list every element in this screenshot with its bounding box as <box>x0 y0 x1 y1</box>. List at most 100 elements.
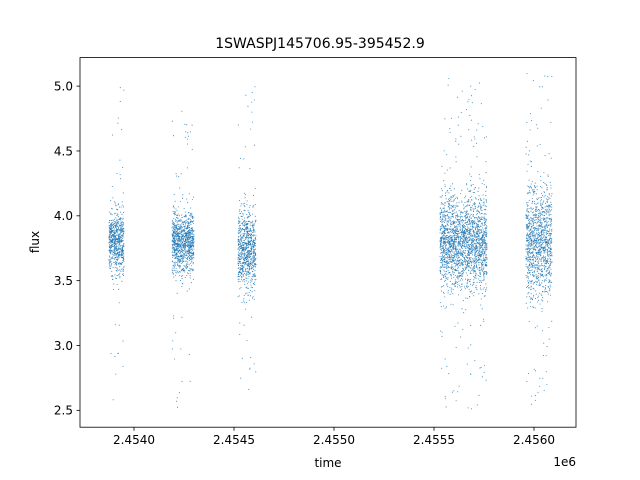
data-point <box>252 220 254 222</box>
data-point <box>468 257 470 259</box>
data-point <box>246 258 249 260</box>
data-point <box>462 224 464 226</box>
data-point <box>173 243 175 245</box>
data-point <box>541 294 543 297</box>
data-point <box>467 101 469 103</box>
data-point <box>466 239 468 241</box>
data-point <box>443 266 445 268</box>
data-point <box>184 265 186 267</box>
data-point <box>469 373 472 375</box>
data-point <box>476 223 478 225</box>
data-point <box>547 196 549 198</box>
data-point <box>187 132 189 134</box>
data-point <box>479 217 481 219</box>
data-point <box>447 240 449 242</box>
data-point <box>113 213 115 215</box>
data-point <box>445 237 447 239</box>
data-point <box>478 82 480 84</box>
data-point <box>183 215 185 217</box>
data-point <box>182 235 184 237</box>
data-point <box>122 224 124 226</box>
data-point <box>245 277 247 279</box>
data-point <box>483 201 485 203</box>
data-point <box>122 231 124 233</box>
data-point <box>454 229 457 231</box>
data-point <box>182 275 184 277</box>
data-point <box>238 249 240 251</box>
data-point <box>118 269 120 271</box>
data-point <box>540 226 542 228</box>
data-point <box>188 259 190 262</box>
data-point <box>250 255 252 258</box>
data-point <box>116 222 118 224</box>
data-point <box>444 358 446 360</box>
data-point <box>120 233 122 235</box>
data-point <box>184 136 186 138</box>
data-point <box>183 237 185 239</box>
data-point <box>252 226 254 228</box>
data-point <box>121 256 123 258</box>
data-point <box>548 194 550 196</box>
data-point <box>119 87 121 89</box>
data-point <box>253 298 255 300</box>
data-point <box>533 368 535 370</box>
data-point <box>254 187 256 189</box>
data-point <box>123 228 125 230</box>
data-point <box>246 263 248 265</box>
data-point <box>176 292 178 294</box>
data-point <box>550 225 552 227</box>
data-point <box>481 268 483 270</box>
data-point <box>533 248 535 250</box>
data-point <box>245 268 247 270</box>
data-point <box>480 259 482 261</box>
data-point <box>247 268 249 270</box>
data-point <box>447 84 449 86</box>
data-point <box>183 253 185 255</box>
data-point <box>442 245 444 247</box>
data-point <box>121 238 123 240</box>
data-point <box>247 105 249 107</box>
data-point <box>123 243 125 245</box>
data-point <box>251 297 253 299</box>
data-point <box>251 230 253 232</box>
data-point <box>443 264 445 266</box>
data-point <box>174 254 176 256</box>
data-point <box>250 252 252 254</box>
data-point <box>447 277 449 279</box>
data-point <box>244 233 246 235</box>
data-point <box>445 279 447 281</box>
data-point <box>243 270 245 272</box>
data-point <box>240 276 243 278</box>
data-point <box>114 355 116 358</box>
data-point <box>467 219 469 221</box>
data-point <box>445 192 447 194</box>
data-point <box>446 251 448 254</box>
data-point <box>464 244 466 246</box>
data-point <box>468 247 471 249</box>
data-point <box>470 119 472 121</box>
data-point <box>453 213 455 215</box>
data-point <box>467 280 469 282</box>
data-point <box>460 270 462 272</box>
data-point <box>539 282 541 284</box>
data-point <box>109 224 111 226</box>
data-point <box>176 257 178 259</box>
data-point <box>475 262 477 264</box>
data-point <box>450 242 452 244</box>
data-point <box>456 248 458 250</box>
data-point <box>465 260 467 262</box>
data-point <box>449 167 451 169</box>
data-point <box>457 278 459 280</box>
data-point <box>117 249 119 252</box>
data-point <box>525 275 527 277</box>
data-point <box>475 216 477 219</box>
data-point <box>445 406 447 408</box>
data-point <box>545 209 547 211</box>
data-point <box>446 248 448 250</box>
data-point <box>538 299 540 301</box>
data-point <box>454 253 456 255</box>
data-point <box>483 253 485 255</box>
data-point <box>174 358 176 360</box>
data-point <box>452 229 454 231</box>
data-point <box>451 214 454 216</box>
